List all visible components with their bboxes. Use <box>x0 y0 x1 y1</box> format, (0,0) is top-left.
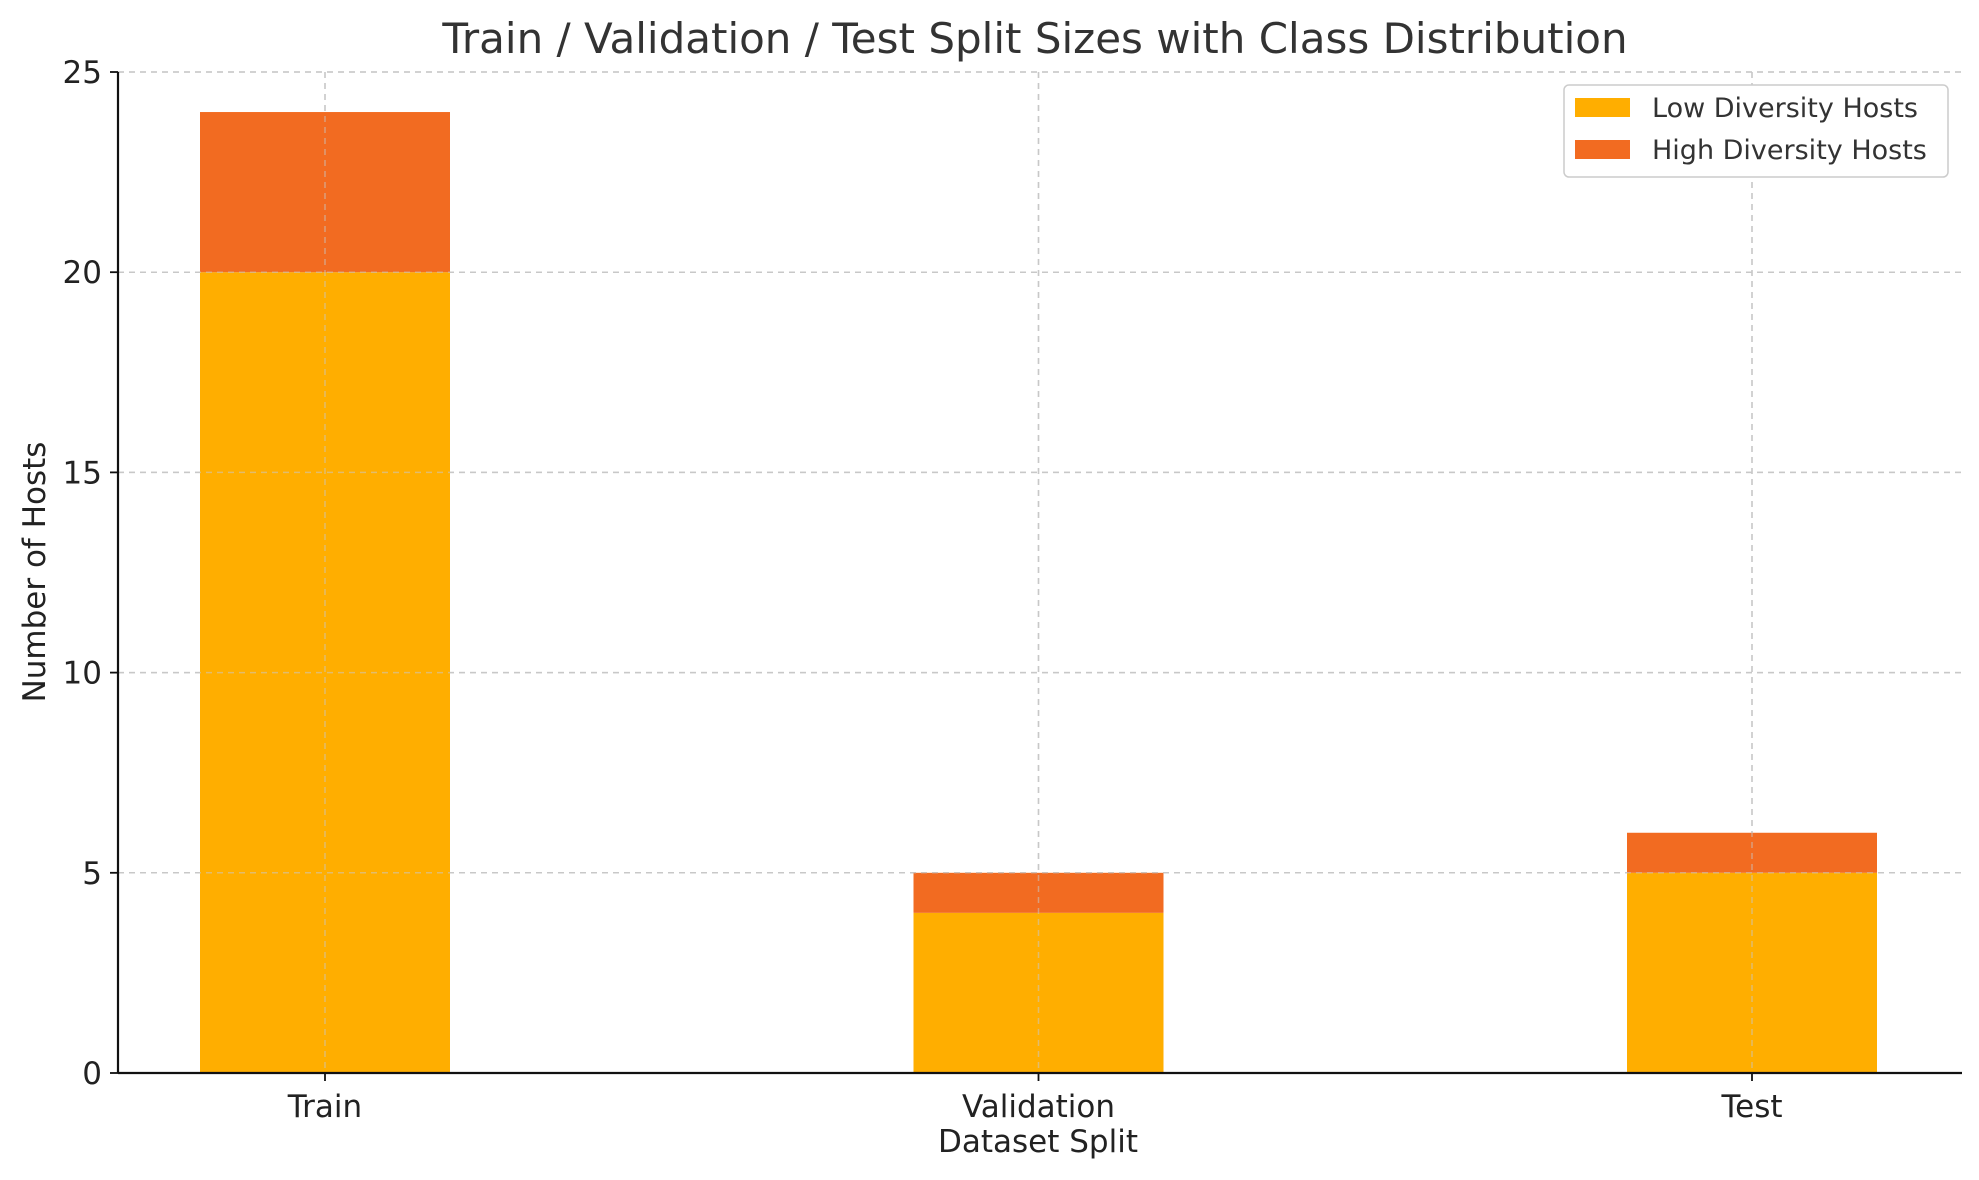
legend-frame <box>1563 84 1949 178</box>
y-tick-label: 25 <box>63 55 102 91</box>
legend: Low Diversity Hosts High Diversity Hosts <box>1563 84 1949 178</box>
y-axis-label: Number of Hosts <box>17 442 53 703</box>
bars <box>118 71 1962 1073</box>
legend-swatch-low-diversity <box>1575 98 1630 117</box>
bar-validation-low-diversity <box>913 912 1164 1073</box>
x-tick-label: Test <box>1720 1089 1782 1125</box>
legend-swatch-high-diversity <box>1575 140 1630 159</box>
y-tick-label: 5 <box>82 856 102 892</box>
x-tick-label: Train <box>287 1089 362 1125</box>
tick-labels: 0 5 10 15 20 25 Train Validation Test <box>63 55 1783 1125</box>
y-tick-label: 0 <box>82 1056 102 1092</box>
bar-test-low-diversity <box>1627 872 1877 1073</box>
legend-label-low-diversity: Low Diversity Hosts <box>1652 93 1918 124</box>
chart-title: Train / Validation / Test Split Sizes wi… <box>441 14 1627 63</box>
x-tick-label: Validation <box>962 1089 1115 1125</box>
y-tick-label: 15 <box>63 455 102 491</box>
axes <box>110 71 1962 1081</box>
y-tick-label: 20 <box>63 255 102 291</box>
x-axis-label: Dataset Split <box>938 1124 1138 1160</box>
y-tick-label: 10 <box>63 656 102 692</box>
legend-label-high-diversity: High Diversity Hosts <box>1652 135 1927 166</box>
